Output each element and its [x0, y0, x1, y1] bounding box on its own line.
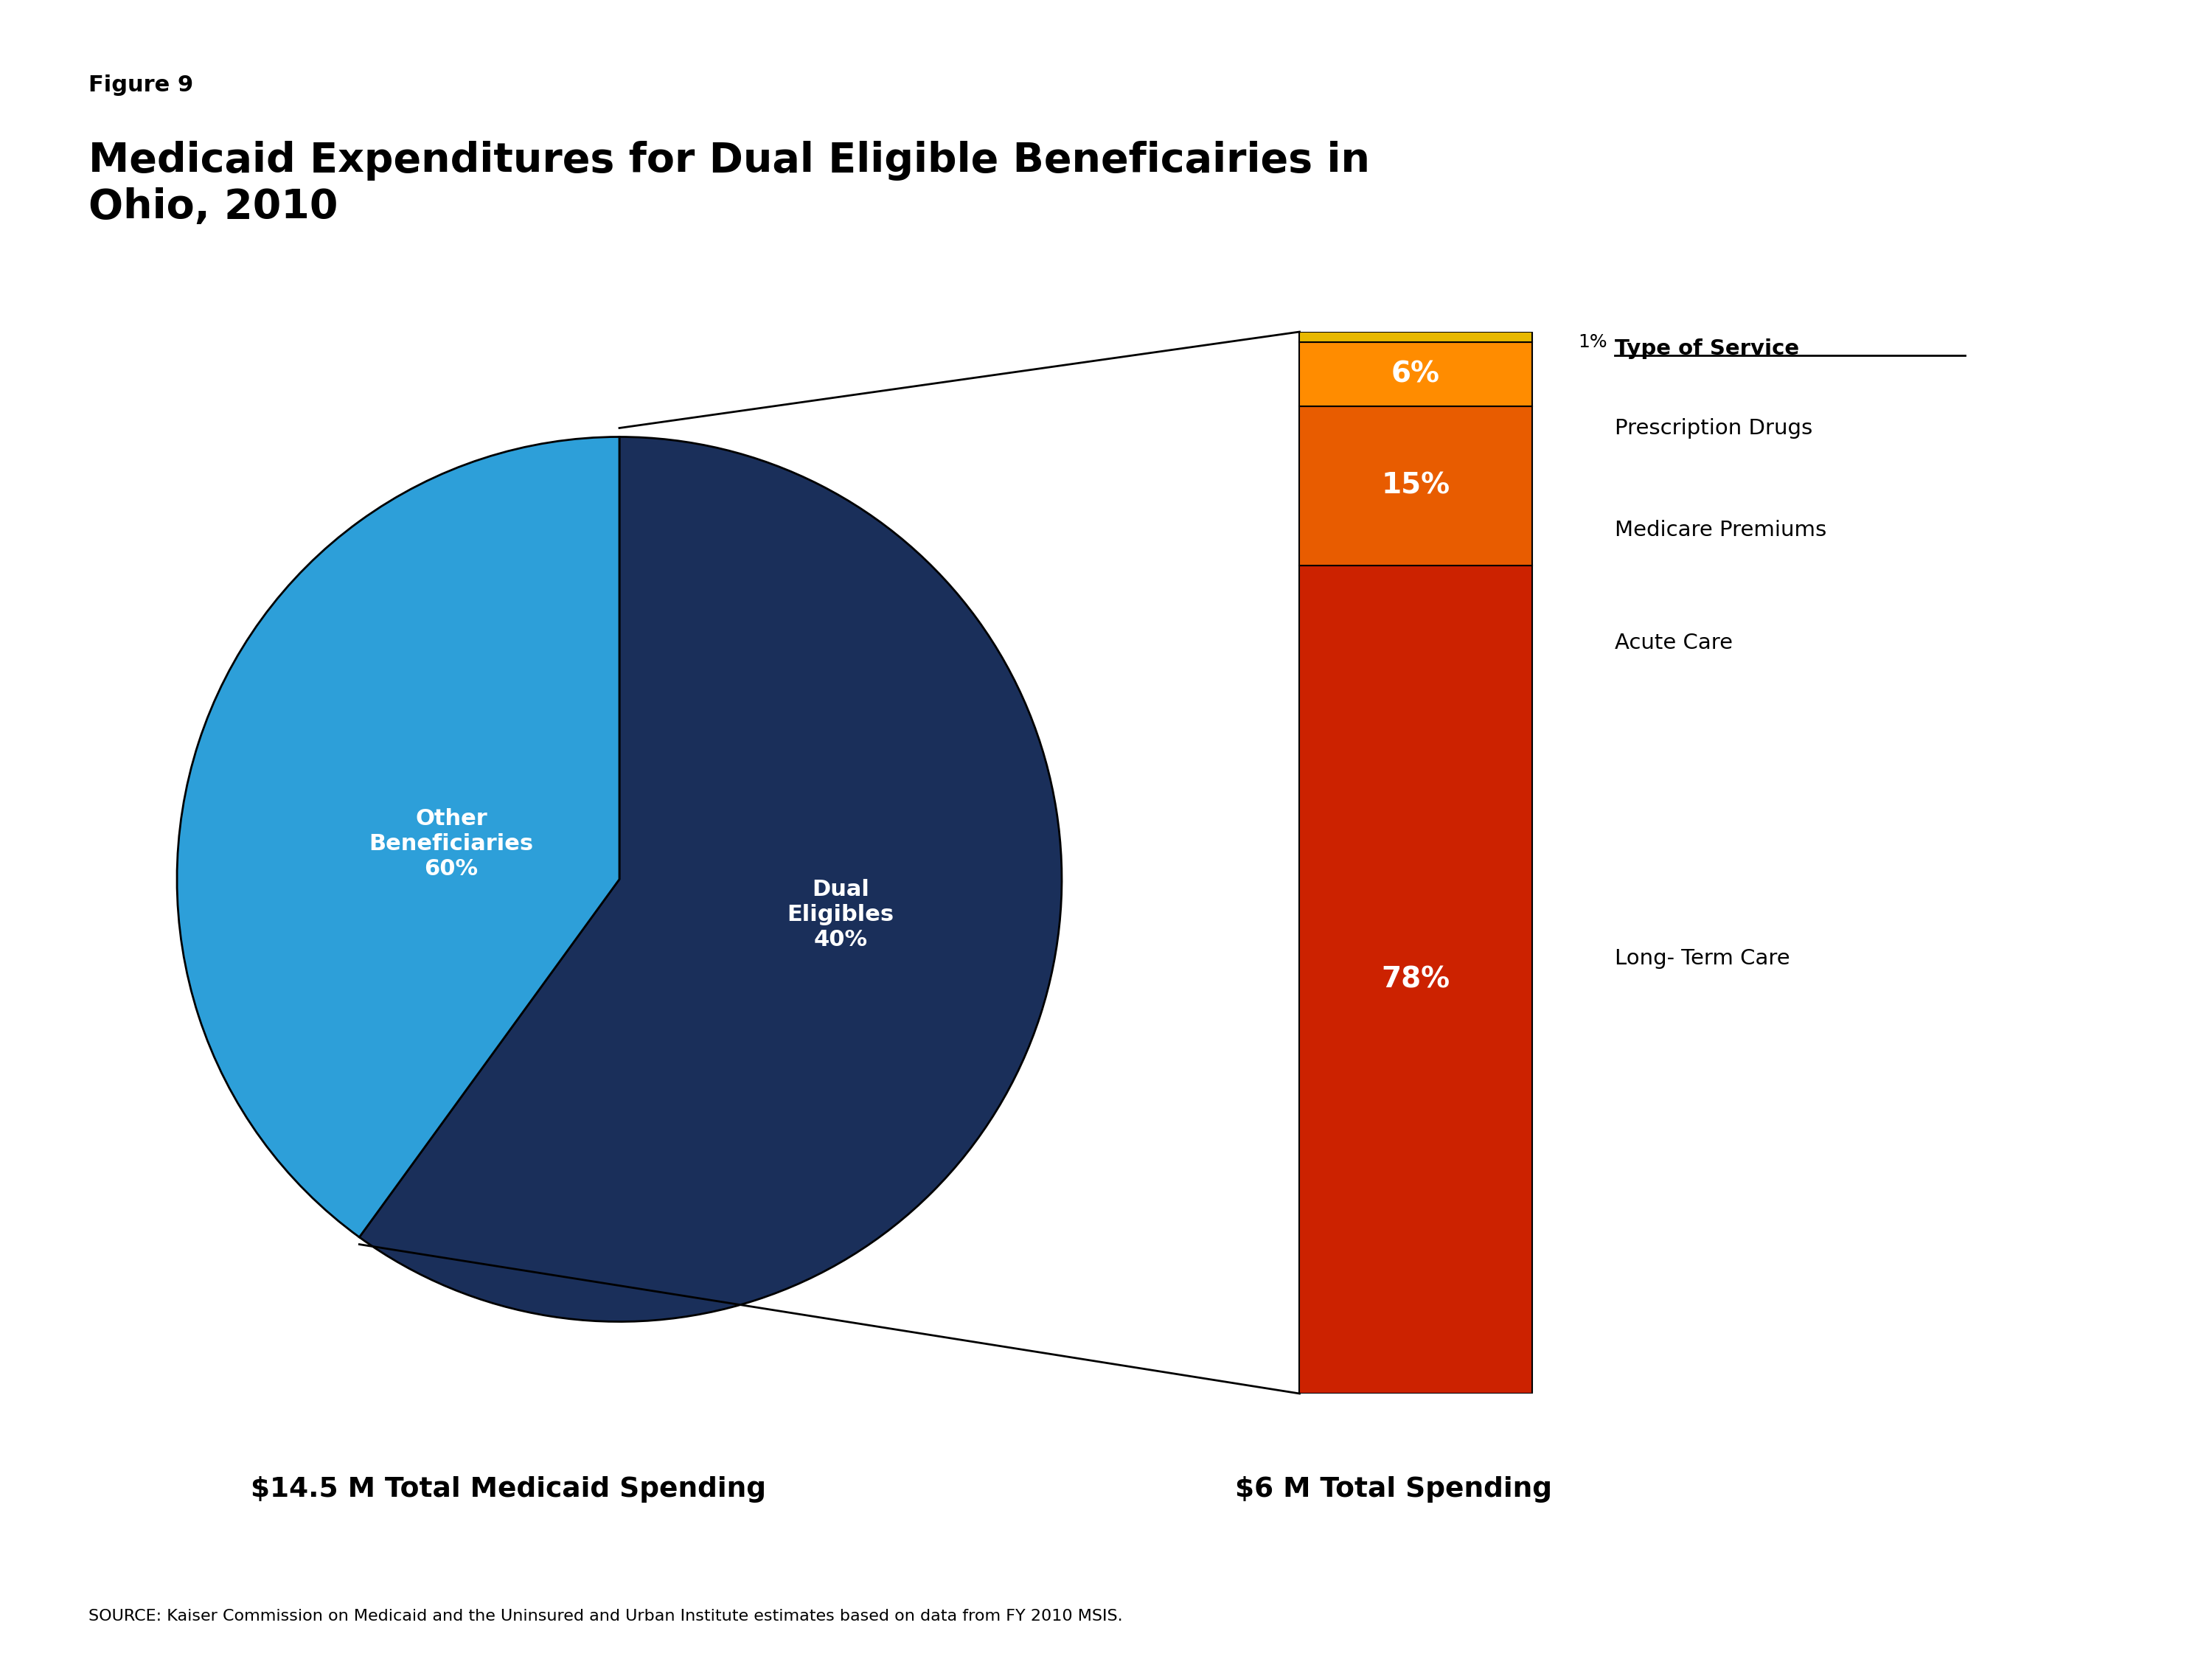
Bar: [1298, 406, 1531, 566]
Text: Dual
Eligibles
40%: Dual Eligibles 40%: [787, 879, 894, 951]
Text: THE HENRY J.: THE HENRY J.: [2013, 1530, 2079, 1538]
Text: Acute Care: Acute Care: [1615, 632, 1732, 654]
Text: $14.5 M Total Medicaid Spending: $14.5 M Total Medicaid Spending: [250, 1477, 765, 1503]
Text: 6%: 6%: [1391, 360, 1440, 388]
Text: 1%: 1%: [1579, 333, 1608, 352]
Text: 15%: 15%: [1380, 471, 1451, 499]
Wedge shape: [177, 436, 619, 1238]
Text: Prescription Drugs: Prescription Drugs: [1615, 418, 1812, 440]
Text: FAMILY: FAMILY: [2028, 1598, 2064, 1608]
Bar: [1298, 332, 1531, 342]
Bar: [1298, 566, 1531, 1394]
Text: Other
Beneficiaries
60%: Other Beneficiaries 60%: [369, 808, 533, 879]
Text: Medicaid Expenditures for Dual Eligible Beneficairies in
Ohio, 2010: Medicaid Expenditures for Dual Eligible …: [88, 141, 1369, 227]
Text: Figure 9: Figure 9: [88, 75, 192, 96]
Bar: [1298, 342, 1531, 406]
Text: Medicare Premiums: Medicare Premiums: [1615, 519, 1827, 541]
Text: SOURCE: Kaiser Commission on Medicaid and the Uninsured and Urban Institute esti: SOURCE: Kaiser Commission on Medicaid an…: [88, 1609, 1124, 1624]
Text: Type of Service: Type of Service: [1615, 338, 1798, 358]
Wedge shape: [358, 436, 1062, 1322]
Text: $6 M Total Spending: $6 M Total Spending: [1234, 1477, 1553, 1503]
Text: 78%: 78%: [1380, 966, 1451, 994]
Text: Long- Term Care: Long- Term Care: [1615, 949, 1790, 969]
Text: FOUNDATION: FOUNDATION: [2013, 1624, 2079, 1634]
Text: Kaiser: Kaiser: [2017, 1558, 2075, 1576]
